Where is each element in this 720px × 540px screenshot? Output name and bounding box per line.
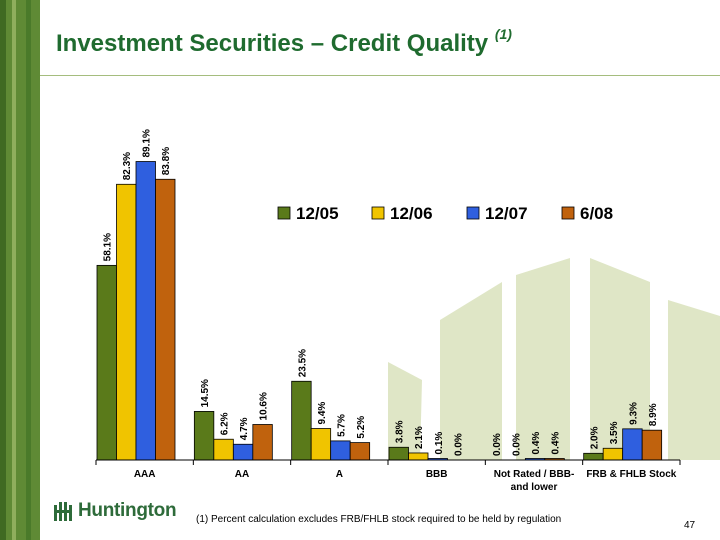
bar xyxy=(349,442,371,461)
legend-swatch xyxy=(371,206,385,220)
x-tick-label: BBB xyxy=(426,469,448,480)
title-divider xyxy=(40,75,720,76)
bar xyxy=(622,428,643,461)
x-tick-label: AA xyxy=(235,469,249,480)
logo-text: Huntington xyxy=(78,500,177,521)
bar xyxy=(291,380,312,461)
legend-swatch xyxy=(466,206,480,220)
legend-label: 12/06 xyxy=(390,204,433,223)
data-label: 0.1% xyxy=(434,432,445,455)
data-label: 6.2% xyxy=(220,412,231,435)
data-label: 5.2% xyxy=(356,416,367,439)
data-label: 0.0% xyxy=(512,433,523,456)
bar xyxy=(310,428,332,461)
data-labels-layer: 58.1% 82.3% 89.1% 83.8% 14.5% 6.2% 4.7% 10.6% 23… xyxy=(103,129,659,456)
data-label: 9.4% xyxy=(317,402,328,425)
x-tick-label: A xyxy=(336,469,343,480)
huntington-logo: Huntington xyxy=(54,500,177,522)
stripe-mid xyxy=(26,0,31,540)
bar xyxy=(408,452,429,461)
legend-label: 12/05 xyxy=(296,204,339,223)
stripe-light xyxy=(12,0,16,540)
bar xyxy=(602,447,624,461)
x-tick-label: AAA xyxy=(134,469,156,480)
data-label: 83.8% xyxy=(161,147,172,175)
sidebar-stripe xyxy=(0,0,40,540)
data-label: 3.8% xyxy=(395,420,406,443)
bar xyxy=(641,429,663,461)
x-tick-label: and lower xyxy=(511,482,558,493)
data-label: 58.1% xyxy=(103,233,114,261)
x-axis-ticks xyxy=(95,460,681,465)
data-label: 0.4% xyxy=(551,432,562,455)
bars-layer xyxy=(96,161,663,461)
bar xyxy=(252,424,273,461)
title-text: Investment Securities – Credit Quality xyxy=(56,30,489,57)
bar xyxy=(116,183,137,461)
data-label: 3.5% xyxy=(609,421,620,444)
legend-swatch xyxy=(277,206,291,220)
data-label: 0.0% xyxy=(453,433,464,456)
data-label: 2.0% xyxy=(589,426,600,449)
data-label: 89.1% xyxy=(142,129,153,157)
data-label: 0.0% xyxy=(492,433,503,456)
bar xyxy=(583,452,604,461)
x-tick-label: Not Rated / BBB- xyxy=(494,469,575,480)
data-label: 10.6% xyxy=(259,392,270,420)
watermark-logo xyxy=(388,258,720,460)
data-label: 4.7% xyxy=(239,417,250,440)
legend-label: 12/07 xyxy=(485,204,528,223)
page-title: Investment Securities – Credit Quality (… xyxy=(56,26,512,58)
bar xyxy=(135,161,156,461)
bar xyxy=(155,178,176,461)
bar xyxy=(193,411,215,461)
data-label: 9.3% xyxy=(628,402,639,425)
data-label: 5.7% xyxy=(336,414,347,437)
bar xyxy=(330,440,351,461)
title-footnote-marker: (1) xyxy=(494,26,512,42)
x-tick-label: FRB & FHLB Stock xyxy=(586,469,676,480)
logo-mark-icon xyxy=(54,502,72,521)
bar xyxy=(232,443,254,461)
data-label: 2.1% xyxy=(414,426,425,449)
data-label: 0.4% xyxy=(531,432,542,455)
legend-label: 6/08 xyxy=(580,204,613,223)
page-number: 47 xyxy=(684,520,696,531)
data-label: 82.3% xyxy=(122,152,133,180)
legend-swatch xyxy=(561,206,575,220)
stripe-dark xyxy=(0,0,6,540)
bar xyxy=(213,438,234,461)
bar xyxy=(96,264,117,461)
data-label: 8.9% xyxy=(648,403,659,426)
legend: 12/05 12/06 12/07 6/08 xyxy=(277,204,613,223)
data-label: 23.5% xyxy=(297,349,308,377)
bar xyxy=(388,446,409,461)
data-label: 14.5% xyxy=(200,379,211,407)
footnote: (1) Percent calculation excludes FRB/FHL… xyxy=(196,514,562,525)
